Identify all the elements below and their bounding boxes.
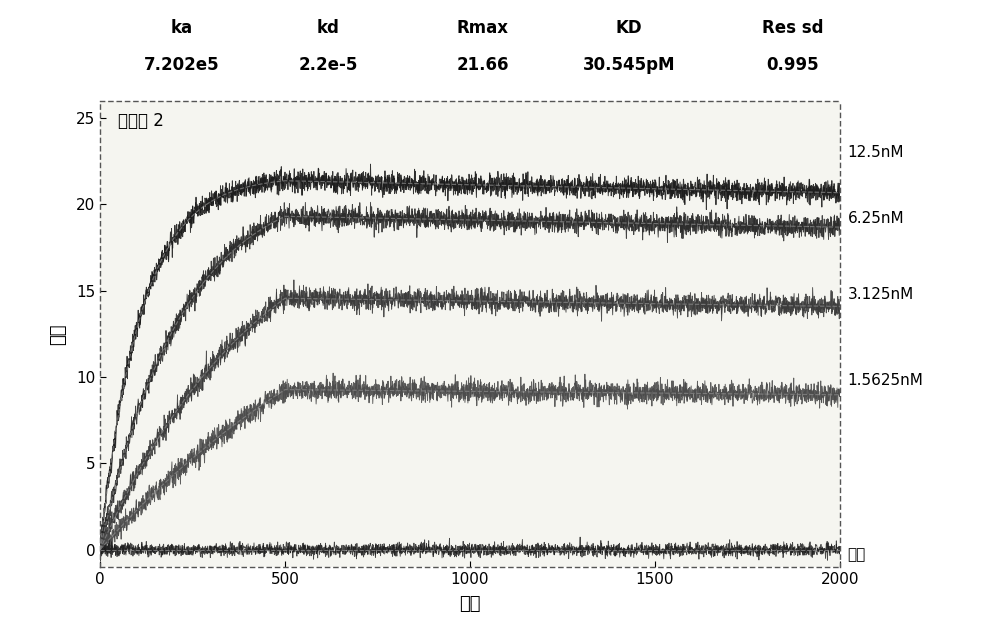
Text: 12.5nM: 12.5nM	[847, 145, 904, 160]
Y-axis label: 应答: 应答	[50, 323, 68, 345]
Text: Rmax: Rmax	[457, 19, 509, 37]
Text: 3.125nM: 3.125nM	[847, 287, 914, 302]
Text: KD: KD	[616, 19, 642, 37]
X-axis label: 时间: 时间	[459, 595, 481, 613]
Text: 流动氆 2: 流动氆 2	[119, 113, 164, 130]
Text: Res sd: Res sd	[762, 19, 823, 37]
Text: 21.66: 21.66	[457, 57, 509, 74]
Text: 7.202e5: 7.202e5	[144, 57, 220, 74]
Text: 2.2e-5: 2.2e-5	[298, 57, 358, 74]
Text: 6.25nM: 6.25nM	[847, 210, 904, 226]
Text: kd: kd	[317, 19, 339, 37]
Text: 空白: 空白	[847, 547, 866, 563]
Text: 0.995: 0.995	[766, 57, 819, 74]
Text: 30.545pM: 30.545pM	[583, 57, 675, 74]
Text: ka: ka	[171, 19, 193, 37]
Text: 1.5625nM: 1.5625nM	[847, 373, 923, 388]
